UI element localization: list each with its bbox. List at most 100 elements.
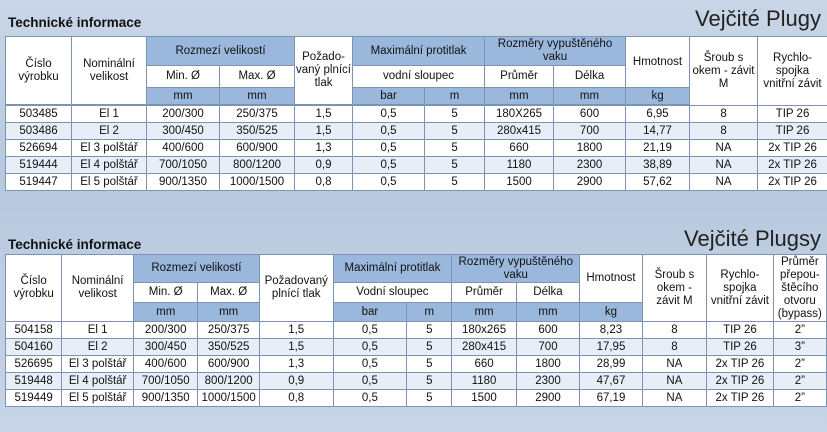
cell-range-max: 350/525 [197,338,260,356]
header-range: Rozmezí velikostí [132,254,260,283]
cell-diameter: 280x415 [451,338,517,356]
cell-screw: NA [689,173,759,191]
header-coupling: Rychlo-spojka vnitřní závit [706,254,774,322]
header-coupling: Rychlo-spojka vnitřní závit [757,36,827,106]
cell-screw: 8 [641,338,708,356]
header-pressure: Požado-vaný plnící tlak [294,36,354,105]
cell-nominal: El 3 polštář [71,139,147,157]
cell-bypass: 2” [772,372,827,390]
cell-water-column: 5 [406,389,453,407]
cell-water-column: 5 [406,355,453,373]
cell-backpressure-bar: 0,5 [352,105,426,123]
header-code: Číslo výrobku [5,36,72,105]
section-title: Technické informace [8,237,142,252]
cell-backpressure-bar: 0,5 [352,139,426,157]
cell-screw: 8 [641,321,708,339]
section-plugy: Technické informace Vejčité Plugy Číslo … [0,6,827,191]
cell-diameter: 180X265 [484,105,555,123]
cell-water-column: 5 [406,372,453,390]
section-plugsy: Technické informace Vejčité Plugsy Číslo… [0,226,827,407]
cell-range-min: 400/600 [146,139,220,157]
header-water-column: vodní sloupec [352,65,486,88]
cell-nominal: El 5 polštář [61,389,134,407]
cell-water-column: 5 [424,156,486,174]
cell-code: 504160 [4,338,63,356]
cell-length: 700 [515,338,581,356]
cell-diameter: 1500 [451,389,517,407]
cell-diameter: 1180 [484,156,555,174]
cell-backpressure-bar: 0,5 [332,355,408,373]
cell-diameter: 660 [484,139,555,157]
cell-code: 526694 [5,139,72,157]
cell-code: 519448 [4,372,63,390]
table-row: 504160 El 2 300/450 350/525 1,5 0,5 5 280x415 70… [4,338,827,356]
cell-backpressure-bar: 0,5 [332,338,408,356]
header-backpressure: Maximální protitlak [332,254,453,283]
cell-length: 2300 [515,372,581,390]
cell-backpressure-bar: 0,5 [352,122,426,140]
cell-range-max: 250/375 [218,105,296,123]
header-nominal: Nominální velikost [61,254,134,322]
cell-pressure: 1,5 [294,105,354,123]
cell-coupling: TIP 26 [706,338,774,356]
cell-weight: 8,23 [579,321,643,339]
cell-bypass: 2” [772,321,827,339]
table-row: 519449 El 5 polštář 900/1350 1000/1500 0,8 0,… [4,389,827,407]
cell-weight: 17,95 [579,338,643,356]
cell-length: 700 [553,122,627,140]
cell-length: 2300 [553,156,627,174]
cell-backpressure-bar: 0,5 [332,389,408,407]
cell-diameter: 1500 [484,173,555,191]
cell-length: 1800 [553,139,627,157]
cell-diameter: 280x415 [484,122,555,140]
unit-kg: kg [579,302,643,322]
product-title: Vejčité Plugy [695,6,821,31]
table-row: 526694 El 3 polštář 400/600 600/900 1,3 0,5 5 6… [5,139,827,157]
cell-backpressure-bar: 0,5 [332,372,408,390]
header-screw: Šroub s okem - závit M [641,254,708,322]
cell-water-column: 5 [406,338,453,356]
cell-nominal: El 1 [71,105,147,123]
cell-nominal: El 3 polštář [61,355,134,373]
table-row: 504158 El 1 200/300 250/375 1,5 0,5 5 180x265 60… [4,321,827,339]
cell-coupling: TIP 26 [706,321,774,339]
section-header: Technické informace Vejčité Plugy [0,6,827,36]
cell-backpressure-bar: 0,5 [332,321,408,339]
header-dims: Rozměry vypuštěného vaku [484,36,627,66]
unit-m: m [424,87,486,105]
cell-screw: 8 [689,105,759,123]
cell-nominal: El 2 [71,122,147,140]
cell-range-min: 200/300 [146,105,220,123]
cell-code: 503485 [5,105,72,123]
cell-length: 2900 [515,389,581,407]
cell-nominal: El 2 [61,338,134,356]
unit-mm: mm [146,87,220,105]
cell-code: 526695 [4,355,63,373]
unit-mm: mm [132,302,199,322]
cell-code: 519449 [4,389,63,407]
cell-code: 519444 [5,156,72,174]
cell-pressure: 0,9 [294,156,354,174]
header-screw: Šroub s okem - závit M [689,36,759,106]
cell-range-min: 700/1050 [132,372,199,390]
header-range-min: Min. Ø [146,65,220,88]
cell-screw: NA [641,389,708,407]
cell-range-max: 800/1200 [197,372,260,390]
cell-pressure: 1,5 [294,122,354,140]
header-diameter: Průměr [484,65,555,88]
cell-range-min: 900/1350 [146,173,220,191]
cell-screw: NA [689,139,759,157]
header-length: Délka [515,282,581,303]
table-body: 504158 El 1 200/300 250/375 1,5 0,5 5 180x265 60… [4,321,827,407]
cell-nominal: El 1 [61,321,134,339]
header-backpressure: Maximální protitlak [352,36,486,66]
cell-pressure: 0,9 [258,372,334,390]
cell-diameter: 180x265 [451,321,517,339]
cell-backpressure-bar: 0,5 [352,173,426,191]
cell-pressure: 0,8 [294,173,354,191]
cell-range-min: 300/450 [146,122,220,140]
unit-mm: mm [553,87,627,105]
unit-mm: mm [515,302,581,322]
cell-coupling: 2x TIP 26 [757,156,827,174]
cell-bypass: 2” [772,355,827,373]
